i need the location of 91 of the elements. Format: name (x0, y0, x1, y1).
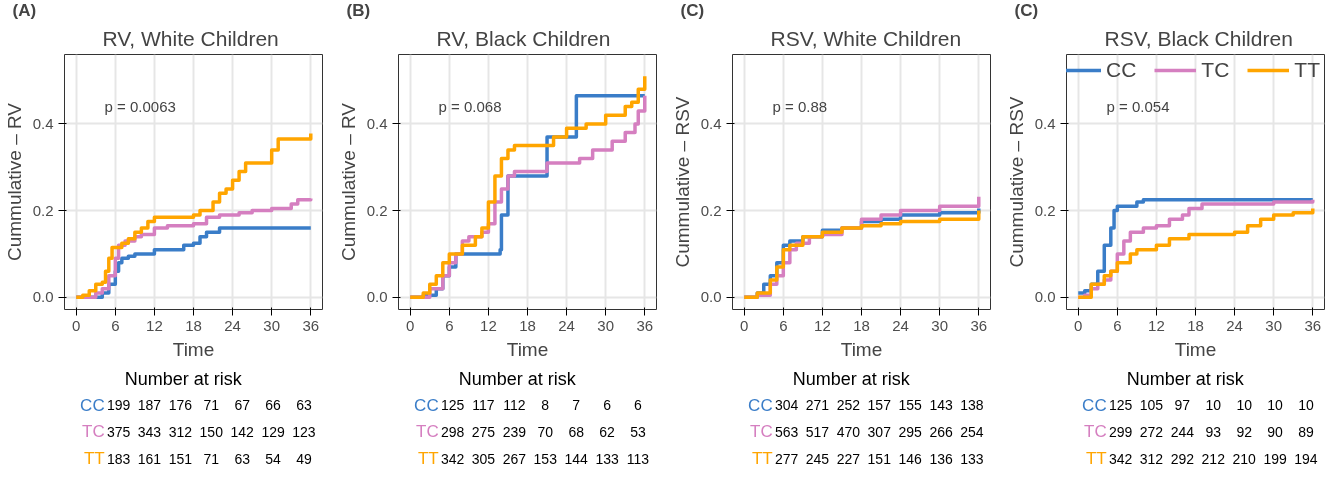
x-tick-label: 6 (445, 316, 454, 334)
x-tick-label: 24 (1226, 316, 1243, 334)
x-tick-label: 6 (111, 316, 120, 334)
x-tick-label: 0 (406, 316, 415, 334)
text: CC (80, 395, 105, 415)
x-axis-title: Time (840, 338, 883, 360)
chart-title: RV, Black Children (436, 26, 611, 50)
x-tick-label: 18 (853, 316, 870, 334)
text: 342 312 292 212 210 199 194 (1108, 450, 1318, 467)
text: 183 161 151 71 63 54 49 (106, 450, 312, 467)
x-tick-label: 30 (263, 316, 281, 334)
x-tick-label: 12 (1148, 316, 1165, 334)
text: 342 305 267 153 144 133 113 (440, 450, 650, 467)
x-tick-label: 12 (814, 316, 831, 334)
annotation: p = 0.0063 (104, 97, 176, 115)
text: (B) (346, 0, 371, 20)
text: CC (748, 395, 773, 415)
y-tick-label: 0.4 (32, 114, 54, 132)
text: TC (1084, 422, 1107, 442)
y-tick-label: 0.0 (32, 288, 54, 306)
text: 299 272 244 93 92 90 89 (1108, 423, 1314, 440)
text: 304 271 252 157 155 143 138 (774, 397, 984, 414)
x-tick-label: 30 (597, 316, 615, 334)
text: 375 343 312 150 142 129 123 (106, 423, 316, 440)
x-tick-label: 36 (302, 316, 320, 334)
text: 298 275 239 70 68 62 53 (440, 423, 646, 440)
x-tick-label: 12 (146, 316, 163, 334)
text: 199 187 176 71 67 66 63 (106, 397, 312, 414)
y-tick-label: 0.0 (1034, 288, 1056, 306)
y-tick-label: 0.0 (700, 288, 722, 306)
y-tick-label: 0.2 (366, 201, 388, 219)
x-tick-label: 18 (185, 316, 202, 334)
text: 277 245 227 151 146 136 133 (774, 450, 984, 467)
text: (A) (12, 0, 37, 20)
y-tick-label: 0.0 (366, 288, 388, 306)
x-tick-label: 24 (892, 316, 909, 334)
text: TT (1085, 449, 1107, 468)
text: Number at risk (792, 368, 911, 389)
y-axis-title: Cummulative – RSV (671, 96, 693, 268)
text: (C) (1014, 0, 1039, 20)
x-axis-title: Time (1174, 338, 1217, 360)
text: TC (416, 422, 439, 442)
text: Number at risk (1126, 368, 1245, 389)
text: 563 517 470 307 295 266 254 (774, 423, 984, 440)
x-tick-label: 18 (1187, 316, 1204, 334)
legend-label: CC (1106, 58, 1137, 82)
x-axis-title: Time (506, 338, 549, 360)
y-tick-label: 0.2 (32, 201, 54, 219)
y-tick-label: 0.4 (700, 114, 722, 132)
text: Number at risk (124, 368, 243, 389)
annotation: p = 0.88 (772, 97, 828, 115)
x-tick-label: 36 (636, 316, 654, 334)
text: TT (83, 449, 105, 468)
y-axis-title: Cummulative – RV (3, 102, 25, 262)
x-tick-label: 0 (740, 316, 749, 334)
y-tick-label: 0.4 (366, 114, 388, 132)
y-tick-label: 0.2 (1034, 201, 1056, 219)
legend-label: TC (1201, 58, 1230, 82)
x-tick-label: 24 (224, 316, 241, 334)
x-tick-label: 30 (1265, 316, 1283, 334)
x-tick-label: 30 (931, 316, 949, 334)
chart-title: RSV, White Children (770, 26, 962, 50)
x-tick-label: 0 (72, 316, 81, 334)
annotation: p = 0.054 (1106, 97, 1170, 115)
y-tick-label: 0.2 (700, 201, 722, 219)
legend-label: TT (1294, 58, 1320, 82)
x-tick-label: 24 (558, 316, 575, 334)
x-tick-label: 0 (1074, 316, 1083, 334)
text: TT (751, 449, 773, 468)
x-tick-label: 18 (519, 316, 536, 334)
x-tick-label: 36 (970, 316, 988, 334)
text: Number at risk (458, 368, 577, 389)
x-axis-title: Time (172, 338, 215, 360)
text: CC (1082, 395, 1107, 415)
x-tick-label: 6 (779, 316, 788, 334)
annotation: p = 0.068 (438, 97, 502, 115)
chart-title: RV, White Children (102, 26, 279, 50)
text: TC (82, 422, 105, 442)
text: TT (417, 449, 439, 468)
y-tick-label: 0.4 (1034, 114, 1056, 132)
x-tick-label: 36 (1304, 316, 1322, 334)
y-axis-title: Cummulative – RV (337, 102, 359, 262)
text: TC (750, 422, 773, 442)
x-tick-label: 12 (480, 316, 497, 334)
text: 125 117 112 8 7 6 6 (440, 397, 642, 414)
y-axis-title: Cummulative – RSV (1005, 96, 1027, 268)
text: CC (414, 395, 439, 415)
chart-title: RSV, Black Children (1104, 26, 1293, 50)
text: 125 105 97 10 10 10 10 (1108, 397, 1314, 414)
text: (C) (680, 0, 705, 20)
x-tick-label: 6 (1113, 316, 1122, 334)
